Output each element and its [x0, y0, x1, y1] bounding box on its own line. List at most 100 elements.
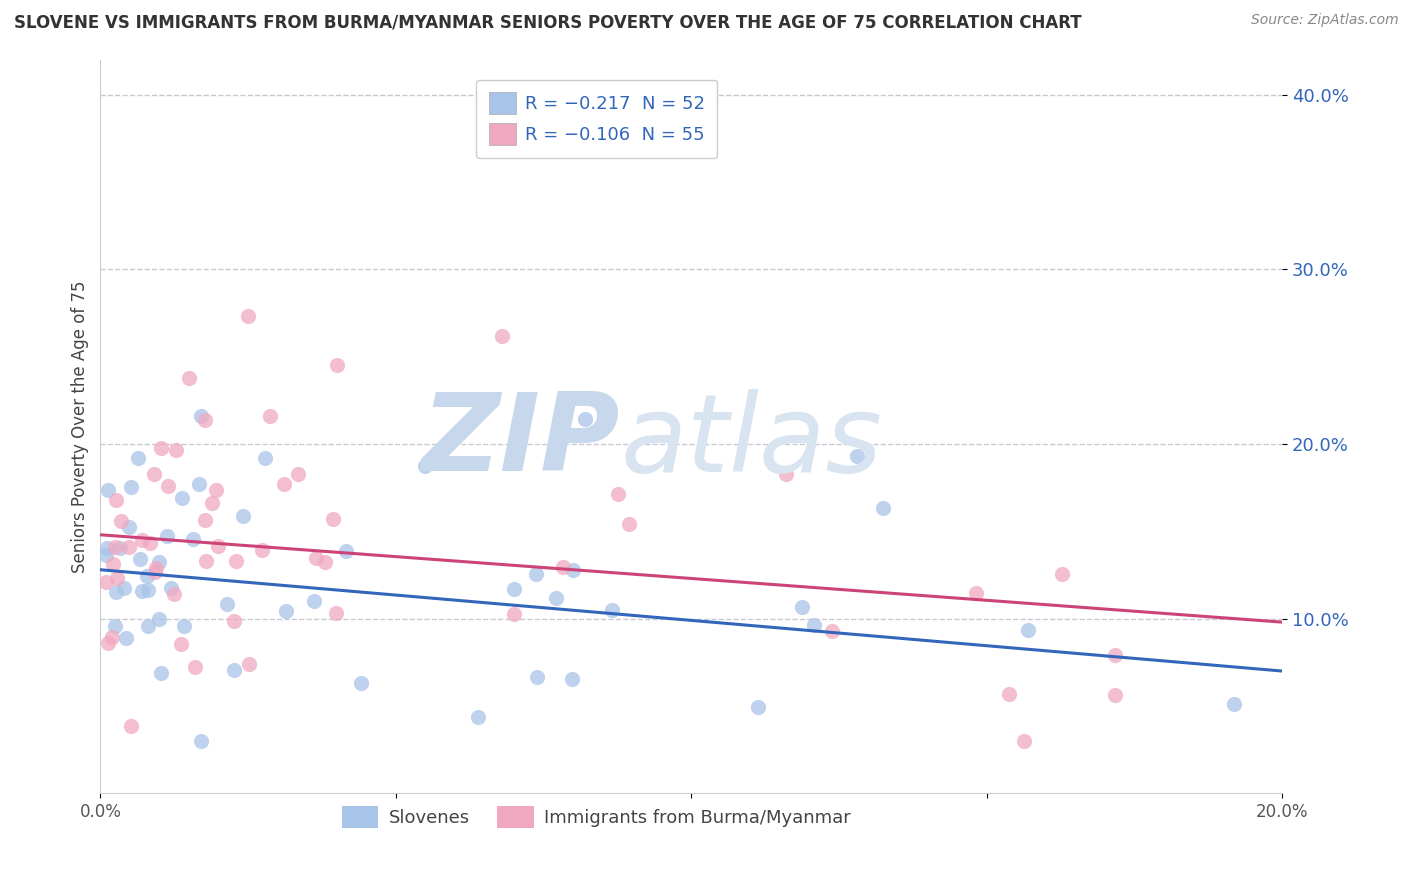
Point: [491, 328, 513, 343]
Point: [305, 550, 328, 565]
Point: [131, 584, 153, 599]
Point: [110, 514, 132, 528]
Point: [143, 565, 166, 579]
Point: [606, 487, 628, 501]
Point: [325, 606, 347, 620]
Point: [207, 539, 229, 553]
Point: [97, 636, 120, 650]
Point: [118, 520, 141, 534]
Point: [101, 557, 124, 571]
Point: [136, 583, 159, 598]
Point: [803, 618, 825, 632]
Text: Source: ZipAtlas.com: Source: ZipAtlas.com: [1251, 13, 1399, 28]
Point: [236, 310, 259, 324]
Point: [120, 719, 142, 733]
Point: [965, 586, 987, 600]
Point: [97, 483, 120, 497]
Point: [524, 566, 547, 581]
Point: [325, 359, 347, 373]
Point: [108, 541, 131, 555]
Point: [561, 672, 583, 686]
Point: [104, 584, 127, 599]
Point: [201, 496, 224, 510]
Point: [872, 501, 894, 516]
Point: [1050, 567, 1073, 582]
Point: [205, 483, 228, 497]
Point: [224, 663, 246, 677]
Point: [105, 571, 128, 585]
Point: [156, 529, 179, 543]
Point: [775, 467, 797, 482]
Point: [617, 516, 640, 531]
Point: [747, 699, 769, 714]
Point: [502, 607, 524, 621]
Point: [145, 561, 167, 575]
Point: [225, 554, 247, 568]
Point: [170, 637, 193, 651]
Point: [250, 543, 273, 558]
Point: [792, 600, 814, 615]
Point: [314, 556, 336, 570]
Point: [821, 624, 844, 638]
Point: [503, 582, 526, 596]
Point: [96, 541, 118, 555]
Point: [156, 479, 179, 493]
Point: [148, 555, 170, 569]
Point: [160, 582, 183, 596]
Point: [273, 477, 295, 491]
Point: [350, 676, 373, 690]
Point: [165, 442, 187, 457]
Point: [148, 612, 170, 626]
Point: [143, 467, 166, 481]
Point: [232, 509, 254, 524]
Point: [997, 687, 1019, 701]
Point: [177, 370, 200, 384]
Point: [413, 459, 436, 474]
Point: [1104, 648, 1126, 663]
Point: [112, 581, 135, 595]
Point: [136, 619, 159, 633]
Point: [150, 666, 173, 681]
Point: [276, 604, 298, 618]
Point: [96, 549, 118, 563]
Point: [149, 441, 172, 455]
Point: [101, 631, 124, 645]
Text: SLOVENE VS IMMIGRANTS FROM BURMA/MYANMAR SENIORS POVERTY OVER THE AGE OF 75 CORR: SLOVENE VS IMMIGRANTS FROM BURMA/MYANMAR…: [14, 13, 1081, 31]
Point: [467, 710, 489, 724]
Point: [181, 532, 204, 546]
Point: [173, 618, 195, 632]
Y-axis label: Seniors Poverty Over the Age of 75: Seniors Poverty Over the Age of 75: [72, 280, 89, 573]
Point: [1012, 734, 1035, 748]
Point: [1104, 689, 1126, 703]
Point: [259, 409, 281, 423]
Point: [187, 477, 209, 491]
Point: [600, 603, 623, 617]
Point: [120, 480, 142, 494]
Point: [129, 551, 152, 566]
Point: [304, 594, 326, 608]
Point: [287, 467, 309, 482]
Point: [96, 575, 118, 590]
Point: [139, 536, 162, 550]
Point: [170, 491, 193, 505]
Point: [118, 540, 141, 554]
Point: [115, 631, 138, 645]
Point: [131, 533, 153, 547]
Point: [190, 734, 212, 748]
Point: [224, 615, 246, 629]
Point: [574, 412, 596, 426]
Point: [238, 657, 260, 672]
Point: [104, 619, 127, 633]
Point: [526, 670, 548, 684]
Point: [194, 413, 217, 427]
Point: [194, 554, 217, 568]
Text: atlas: atlas: [620, 389, 882, 493]
Point: [503, 449, 526, 463]
Point: [190, 409, 212, 424]
Point: [551, 559, 574, 574]
Point: [845, 449, 868, 463]
Point: [194, 513, 217, 527]
Point: [217, 597, 239, 611]
Point: [1223, 698, 1246, 712]
Point: [163, 587, 186, 601]
